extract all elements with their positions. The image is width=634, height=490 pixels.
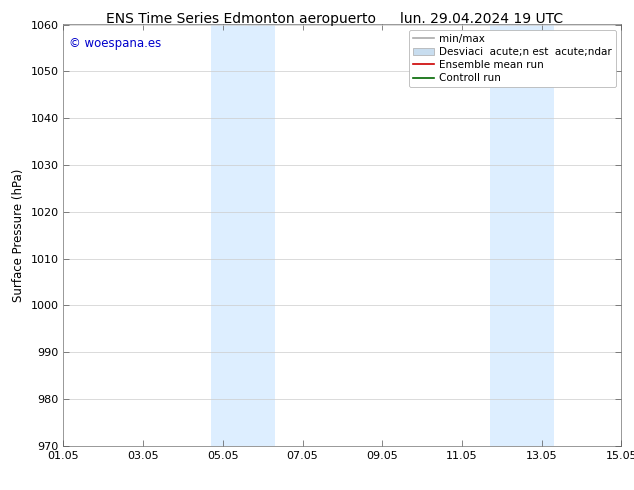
Y-axis label: Surface Pressure (hPa): Surface Pressure (hPa) [12,169,25,302]
Bar [490,24,553,446]
Text: ENS Time Series Edmonton aeropuerto: ENS Time Series Edmonton aeropuerto [106,12,376,26]
Text: © woespana.es: © woespana.es [69,37,161,50]
Legend: min/max, Desviaci  acute;n est  acute;ndar, Ensemble mean run, Controll run: min/max, Desviaci acute;n est acute;ndar… [409,30,616,87]
Bar [211,24,275,446]
Text: lun. 29.04.2024 19 UTC: lun. 29.04.2024 19 UTC [400,12,564,26]
